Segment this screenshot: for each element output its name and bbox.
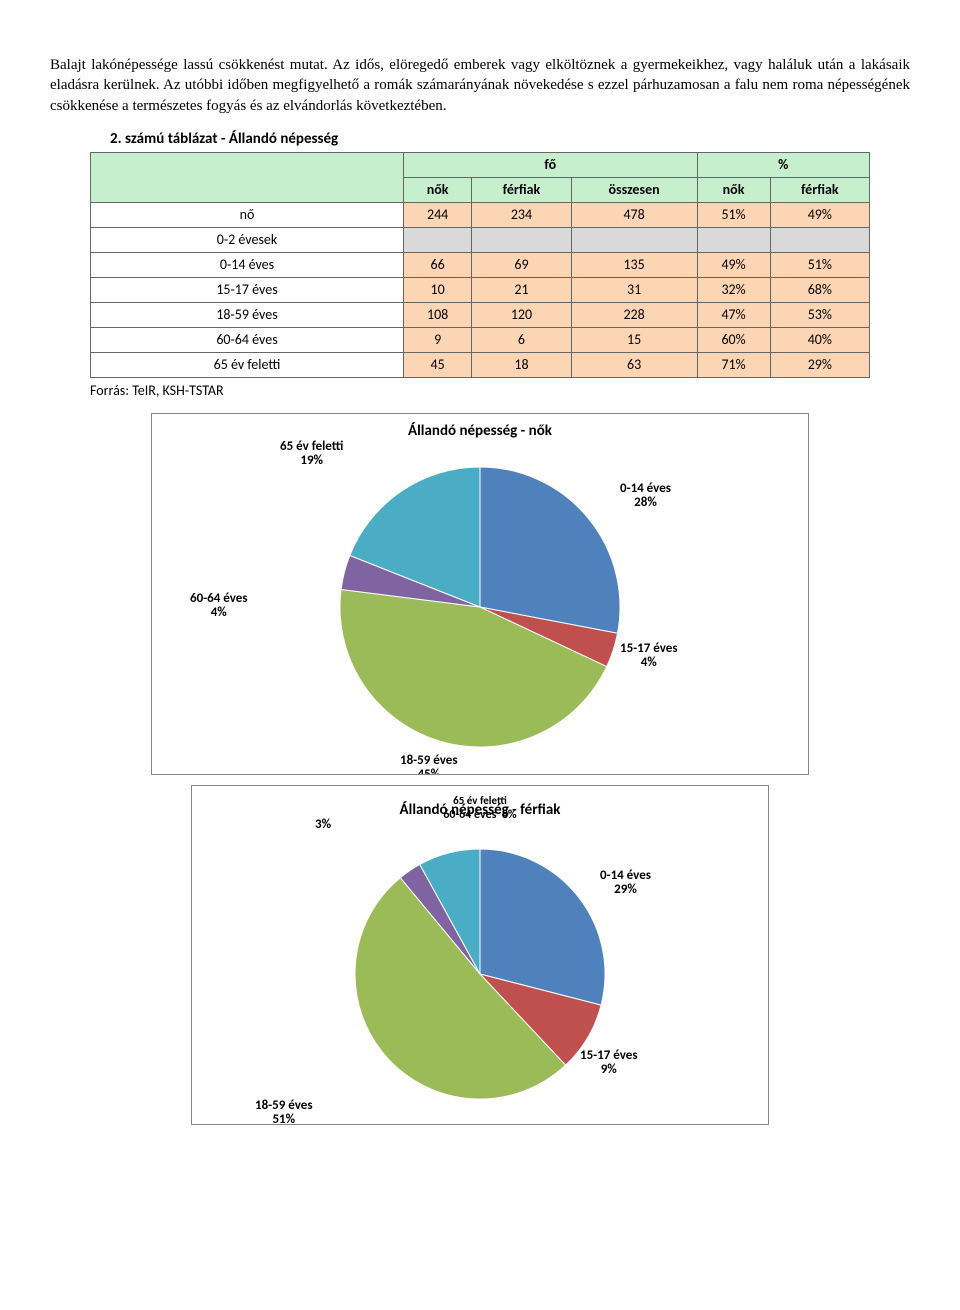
table-head-pct: %	[697, 152, 869, 177]
pie-slice-label: 0-14 éves29%	[600, 869, 651, 898]
table-cell: 18	[472, 352, 571, 377]
table-title: 2. számú táblázat - Állandó népesség	[110, 130, 910, 148]
table-cell: 32%	[697, 277, 770, 302]
pie-chart-women: Állandó népesség - nők 0-14 éves28% 15-17…	[151, 413, 809, 775]
table-corner	[91, 152, 404, 202]
pie-slice-label: 15-17 éves9%	[580, 1049, 638, 1078]
table-cell: 71%	[697, 352, 770, 377]
table-cell: 234	[472, 202, 571, 227]
table-cell: 49%	[697, 252, 770, 277]
pie-slice-label: 15-17 éves4%	[620, 642, 678, 671]
table-cell	[770, 227, 869, 252]
table-cell: 51%	[697, 202, 770, 227]
table-row-label: 18-59 éves	[91, 302, 404, 327]
table-row-label: 15-17 éves	[91, 277, 404, 302]
table-cell: 108	[404, 302, 472, 327]
table-cell: 40%	[770, 327, 869, 352]
table-subhead: férfiak	[472, 177, 571, 202]
table-source: Forrás: TeIR, KSH-TSTAR	[90, 382, 910, 399]
population-table: fő % nőkférfiakösszesennőkférfiak nő2442…	[90, 152, 870, 378]
intro-paragraph: Balajt lakónépessége lassú csökkenést mu…	[50, 55, 910, 116]
table-cell	[697, 227, 770, 252]
pie-chart-men: 65 év feletti 60-64 éves 8% Állandó népe…	[191, 785, 769, 1125]
table-subhead: nők	[404, 177, 472, 202]
table-cell: 10	[404, 277, 472, 302]
pie1-svg	[330, 457, 630, 757]
table-cell: 135	[571, 252, 697, 277]
table-cell: 69	[472, 252, 571, 277]
table-cell	[404, 227, 472, 252]
table-subhead: férfiak	[770, 177, 869, 202]
table-cell: 60%	[697, 327, 770, 352]
pie2-svg	[345, 839, 615, 1109]
pie-slice	[480, 467, 620, 633]
table-cell: 51%	[770, 252, 869, 277]
table-row-label: 65 év feletti	[91, 352, 404, 377]
pie-slice-label: 0-14 éves28%	[620, 482, 671, 511]
pie-slice-label: 18-59 éves51%	[255, 1099, 313, 1125]
table-cell: 21	[472, 277, 571, 302]
table-cell: 15	[571, 327, 697, 352]
pie-slice-label: 3%	[315, 818, 331, 832]
table-cell: 6	[472, 327, 571, 352]
table-cell: 120	[472, 302, 571, 327]
table-cell: 49%	[770, 202, 869, 227]
pie-slice-label: 60-64 éves4%	[190, 592, 248, 621]
table-cell: 228	[571, 302, 697, 327]
table-cell: 63	[571, 352, 697, 377]
pie-slice-label: 65 év feletti19%	[280, 440, 343, 469]
table-cell: 29%	[770, 352, 869, 377]
table-subhead: nők	[697, 177, 770, 202]
table-cell: 66	[404, 252, 472, 277]
table-cell: 45	[404, 352, 472, 377]
table-cell: 53%	[770, 302, 869, 327]
table-cell: 244	[404, 202, 472, 227]
chart2-title: Állandó népesség - férfiak	[200, 801, 760, 819]
table-cell: 31	[571, 277, 697, 302]
table-row-label: 0-14 éves	[91, 252, 404, 277]
table-subhead: összesen	[571, 177, 697, 202]
table-cell: 478	[571, 202, 697, 227]
table-head-fo: fő	[404, 152, 698, 177]
table-row-label: 60-64 éves	[91, 327, 404, 352]
table-cell	[571, 227, 697, 252]
table-cell: 9	[404, 327, 472, 352]
chart1-title: Állandó népesség - nők	[408, 422, 552, 440]
table-cell	[472, 227, 571, 252]
table-cell: 68%	[770, 277, 869, 302]
table-row-label: nő	[91, 202, 404, 227]
table-row-label: 0-2 évesek	[91, 227, 404, 252]
table-cell: 47%	[697, 302, 770, 327]
pie-slice-label: 18-59 éves45%	[400, 754, 458, 775]
